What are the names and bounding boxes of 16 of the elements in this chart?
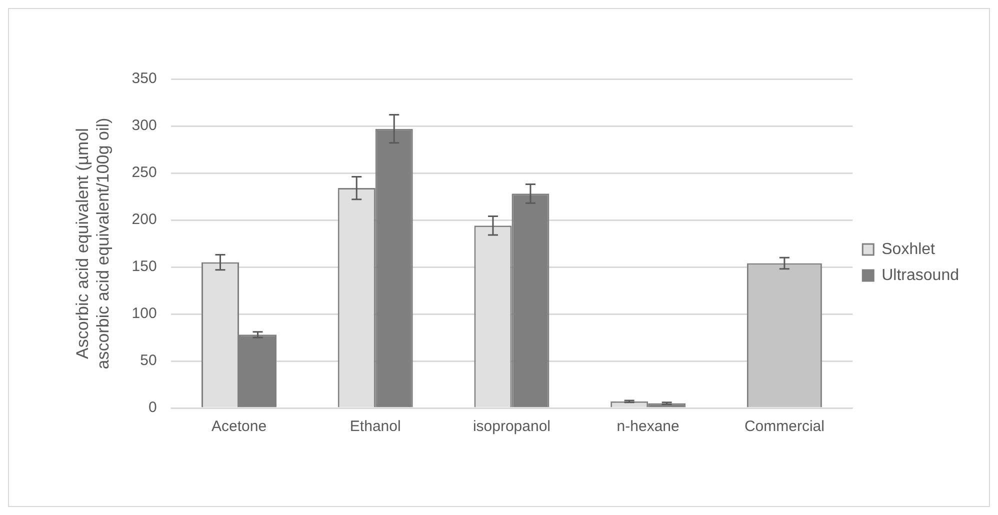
legend-label: Ultrasound	[882, 266, 959, 284]
y-tick-label: 0	[148, 399, 157, 416]
y-tick-label: 50	[140, 352, 157, 370]
x-tick-label: isopropanol	[472, 418, 551, 436]
y-tick-label: 250	[132, 164, 157, 182]
y-tick-label: 300	[132, 117, 157, 134]
legend-label: Soxhlet	[882, 240, 936, 258]
x-tick-label: Ethanol	[350, 418, 401, 436]
x-tick-label: Commercial	[744, 418, 824, 436]
y-tick-label: 100	[132, 305, 157, 322]
y-tick-label: 350	[132, 70, 157, 88]
y-axis-title: Ascorbic acid equivalent (µmol ascorbic acid equivalent/100g oil)	[72, 118, 112, 370]
x-tick-label: n-hexane	[616, 418, 680, 436]
x-tick-label: Acetone	[211, 418, 267, 436]
y-tick-label: 200	[132, 211, 157, 228]
y-tick-label: 150	[132, 258, 157, 276]
